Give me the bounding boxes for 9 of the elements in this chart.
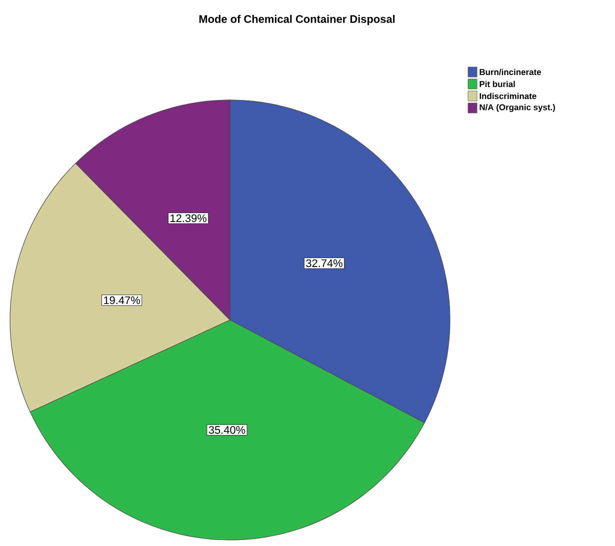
legend-label: Indiscriminate (480, 92, 536, 100)
chart-title: Mode of Chemical Container Disposal (199, 14, 395, 26)
data-label: 35.40% (208, 426, 246, 434)
data-label: 32.74% (306, 259, 342, 268)
legend-label: Pit burial (480, 80, 515, 88)
data-label: 12.39% (170, 214, 206, 222)
data-label: 19.47% (104, 296, 140, 304)
legend-label: N/A (Organic syst.) (480, 104, 555, 112)
legend-label: Burn/incinerate (480, 68, 542, 76)
